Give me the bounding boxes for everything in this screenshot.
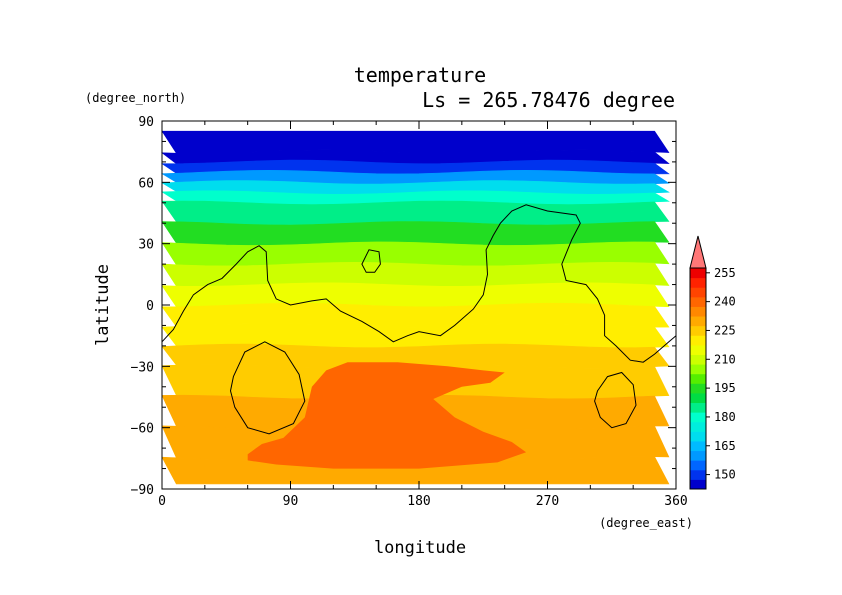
colorbar-label: 150: [714, 468, 736, 482]
y-axis-label: latitude: [93, 264, 113, 346]
temperature-band: [161, 302, 670, 328]
colorbar-segment: [690, 402, 706, 413]
colorbar-overflow-triangle: [689, 235, 707, 269]
x-tick-labels: 0 90 180 270 360: [158, 494, 688, 509]
colorbar-segment: [690, 460, 706, 471]
y-tick-label: −60: [131, 422, 154, 437]
colorbar-segment: [690, 412, 706, 423]
y-tick-label: 90: [138, 115, 154, 130]
colorbar-segment: [690, 316, 706, 327]
colorbar-segment: [690, 469, 706, 480]
colorbar-segment: [690, 335, 706, 346]
colorbar-label: 210: [714, 352, 736, 366]
colorbar: [689, 235, 710, 490]
colorbar-segment: [690, 325, 706, 336]
y-tick-label: 0: [146, 299, 154, 314]
colorbar-segment: [690, 277, 706, 288]
x-tick-label: 360: [664, 494, 687, 509]
colorbar-segment: [690, 450, 706, 461]
chart-title: temperature: [354, 63, 486, 87]
colorbar-segment: [690, 431, 706, 442]
colorbar-segment: [690, 354, 706, 365]
colorbar-label: 165: [714, 439, 736, 453]
colorbar-label: 240: [714, 295, 736, 309]
x-tick-label: 90: [283, 494, 299, 509]
contour-line: [229, 341, 306, 435]
colorbar-segment: [690, 392, 706, 404]
y-units-label: (degree_north): [85, 91, 186, 105]
x-tick-label: 270: [536, 494, 559, 509]
temperature-field: [160, 130, 670, 485]
temperature-band: [161, 282, 670, 308]
colorbar-segment: [690, 364, 706, 375]
colorbar-segment: [690, 421, 706, 432]
colorbar-segment: [690, 479, 706, 490]
colorbar-segment: [690, 287, 706, 298]
y-tick-label: 30: [138, 238, 154, 253]
temperature-band: [161, 221, 670, 246]
axis-ticks: [161, 120, 677, 490]
colorbar-label: 225: [714, 323, 736, 337]
colorbar-segment: [690, 296, 706, 307]
colorbar-segment: [690, 440, 706, 452]
x-units-label: (degree_east): [599, 516, 693, 530]
chart-subtitle: Ls = 265.78476 degree: [422, 88, 675, 112]
colorbar-segment: [690, 344, 706, 355]
x-axis-label: longitude: [374, 538, 466, 558]
colorbar-label: 180: [714, 410, 736, 424]
colorbar-segment: [690, 268, 706, 279]
colorbar-segment: [690, 383, 706, 394]
colorbar-label: 255: [714, 266, 736, 280]
contour-line: [361, 249, 381, 273]
colorbar-segment: [690, 373, 706, 384]
contour-line: [161, 204, 677, 363]
colorbar-labels: 255 240 225 210 195 180 165 150: [714, 266, 736, 482]
contour-line: [594, 371, 637, 429]
warm-region: [247, 362, 527, 469]
x-tick-label: 0: [158, 494, 166, 509]
y-tick-label: −30: [131, 360, 154, 375]
y-tick-label: −90: [131, 483, 154, 498]
y-tick-label: 60: [138, 176, 154, 191]
contour-lines: [161, 204, 677, 435]
colorbar-segment: [690, 306, 706, 317]
y-tick-labels: 90 60 30 0 −30 −60 −90: [131, 115, 154, 498]
x-tick-label: 180: [407, 494, 430, 509]
colorbar-label: 195: [714, 381, 736, 395]
